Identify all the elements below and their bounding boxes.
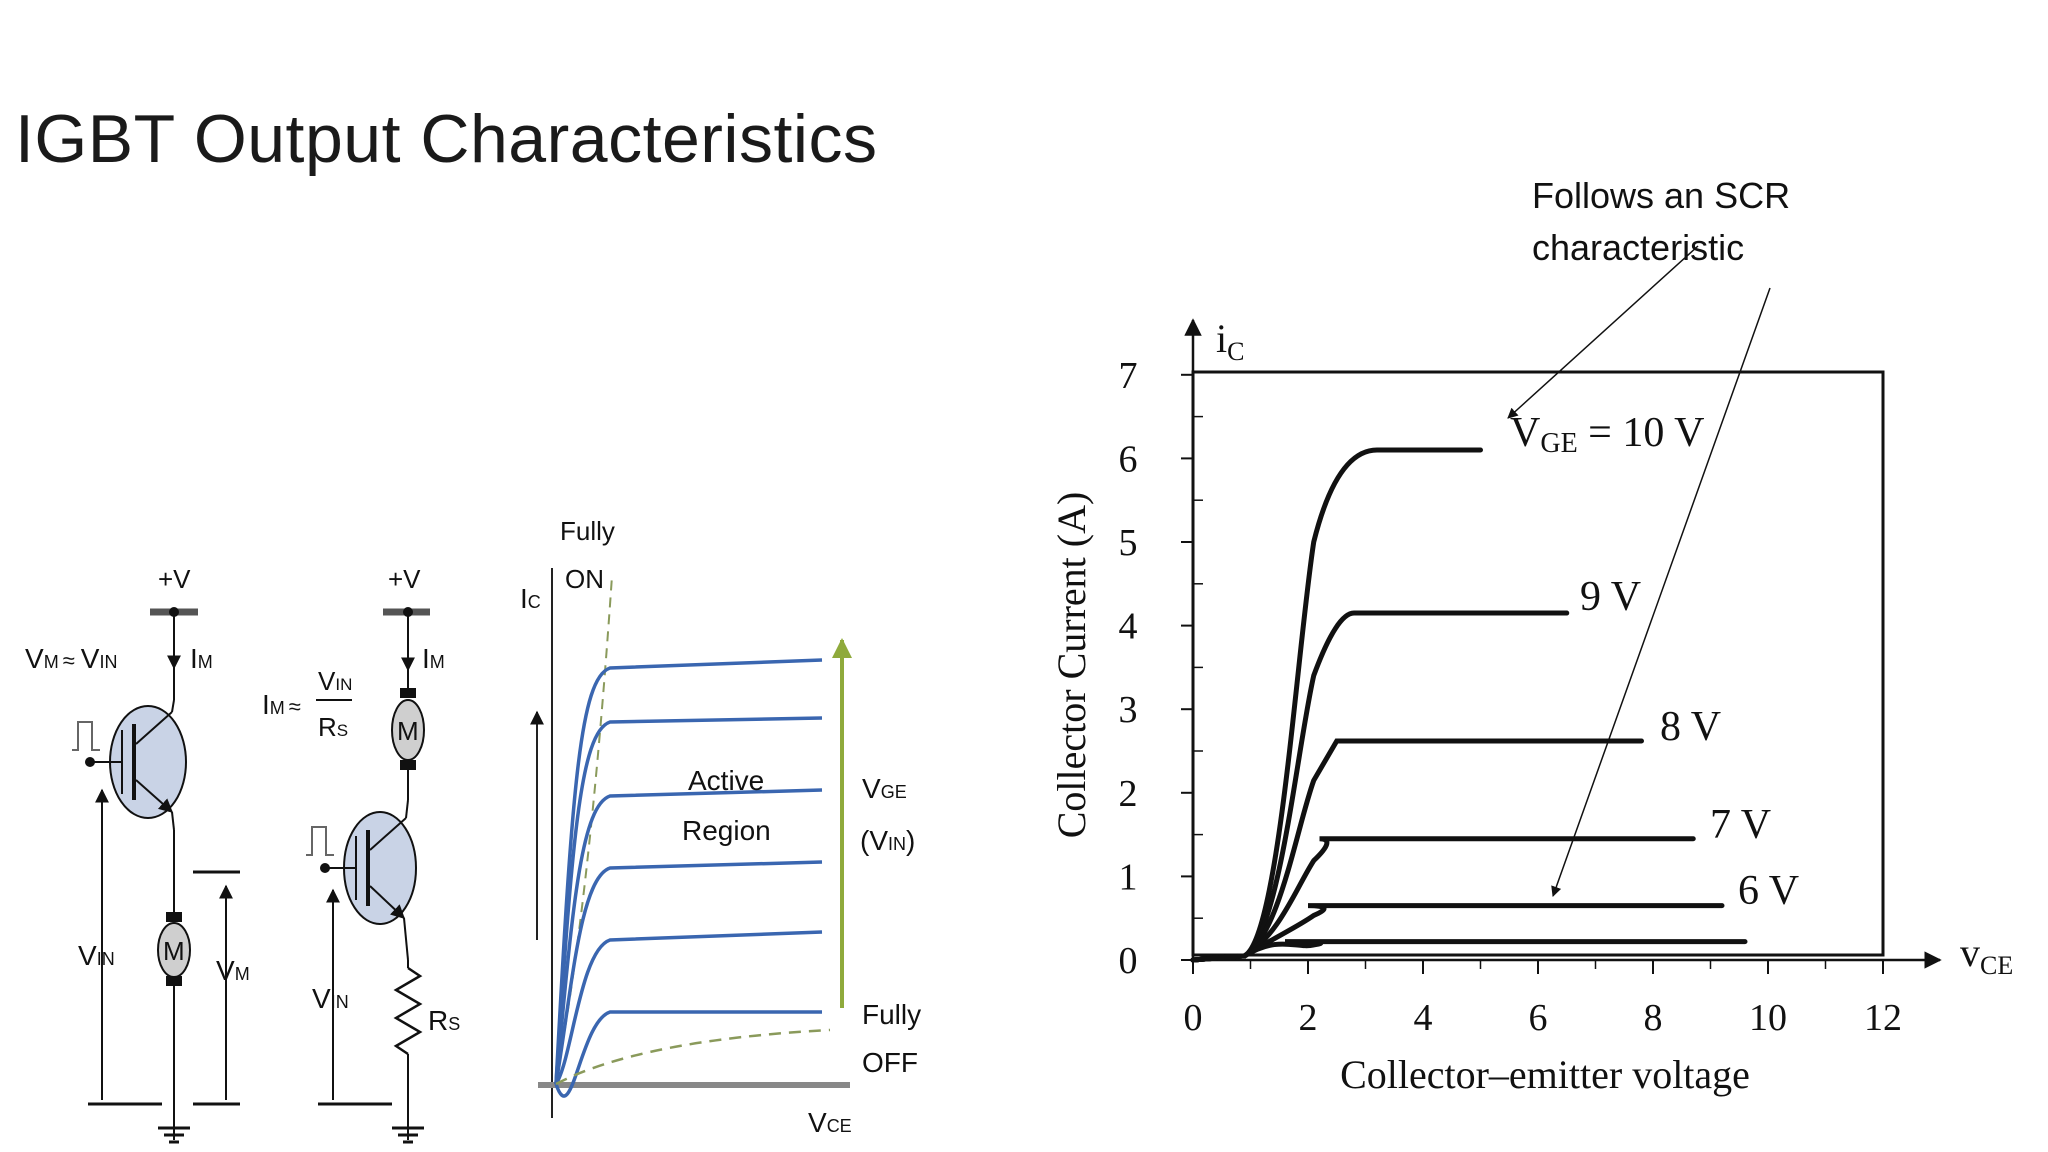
main-y-tick-label: 6 bbox=[1119, 438, 1138, 480]
main-x-tick-label: 8 bbox=[1644, 997, 1663, 1039]
main-curve-labels: VGE = 10 V 9 V 8 V 7 V 6 V bbox=[1510, 410, 1799, 914]
main-xlabel: Collector–emitter voltage bbox=[1340, 1052, 1750, 1097]
small-vin-label: (VIN) bbox=[860, 825, 915, 856]
scr-annotation-line-1: Follows an SCR bbox=[1532, 175, 1791, 216]
scr-annotation: Follows an SCR characteristic bbox=[1532, 170, 1790, 274]
scr-pointer-arrow-1 bbox=[1507, 245, 1699, 419]
main-curve-3 bbox=[1190, 836, 1696, 963]
small-active-region-1: Active bbox=[688, 765, 764, 796]
main-x-tick-label: 0 bbox=[1184, 997, 1203, 1039]
small-curve-0 bbox=[554, 658, 823, 1085]
c1-collector-leg bbox=[135, 711, 173, 745]
small-fully-on-2: ON bbox=[565, 564, 604, 594]
c1-motor-label: M bbox=[163, 936, 185, 966]
c2-resistor bbox=[393, 966, 423, 1056]
scr-pointer-arrow-2 bbox=[1551, 287, 1771, 897]
c2-vin-label: VIN bbox=[312, 983, 349, 1014]
scr-annotation-line-2: characteristic bbox=[1532, 227, 1745, 268]
small-fully-on-1: Fully bbox=[560, 516, 615, 546]
c2-frac-den: RS bbox=[318, 712, 348, 742]
main-curve-5 bbox=[1190, 939, 1748, 963]
small-ic-vce-chart: IC VCE Fully ON Active Region VGE (VIN) … bbox=[520, 516, 921, 1138]
main-x-tick-label: 6 bbox=[1529, 997, 1548, 1039]
main-curve-label-2: 8 V bbox=[1660, 704, 1721, 750]
c1-vm-label: VM bbox=[216, 955, 250, 986]
main-curve-label-4: 6 V bbox=[1738, 868, 1799, 914]
c2-current-label: IM bbox=[422, 643, 445, 674]
small-curve-5 bbox=[554, 1010, 822, 1098]
small-curve-3 bbox=[554, 860, 823, 1085]
main-ylabel: Collector Current (A) bbox=[1049, 492, 1094, 839]
main-y-tick-label: 1 bbox=[1119, 856, 1138, 898]
small-curve-2 bbox=[554, 788, 823, 1085]
main-x-tick-label: 10 bbox=[1749, 997, 1787, 1039]
main-x-tick-label: 4 bbox=[1414, 997, 1433, 1039]
c1-vin-label: VIN bbox=[78, 940, 115, 971]
circuit-1: +V IM VM ≈ VIN VIN M VM bbox=[25, 564, 250, 1144]
small-fully-off-2: OFF bbox=[862, 1047, 918, 1078]
c1-supply-label: +V bbox=[158, 564, 191, 594]
small-curves bbox=[554, 658, 823, 1098]
small-ylabel: IC bbox=[520, 583, 541, 614]
main-y-tick-label: 5 bbox=[1119, 522, 1138, 564]
small-fully-off-1: Fully bbox=[862, 999, 921, 1030]
c1-current-label: IM bbox=[190, 643, 213, 674]
small-curve-4 bbox=[554, 930, 823, 1085]
main-x-tick-label: 2 bbox=[1299, 997, 1318, 1039]
c2-supply-label: +V bbox=[388, 564, 421, 594]
small-curve-1 bbox=[554, 716, 823, 1085]
c1-emitter-leg bbox=[135, 779, 174, 813]
small-fully-off-boundary bbox=[555, 1028, 831, 1086]
circuit-2: +V IM IM ≈ VIN RS M VIN RS bbox=[262, 564, 460, 1144]
main-x-tick-label: 12 bbox=[1864, 997, 1902, 1039]
c2-im-relation: IM ≈ bbox=[262, 689, 301, 720]
main-y-tick-label: 2 bbox=[1119, 773, 1138, 815]
c2-pulse-icon bbox=[306, 826, 334, 856]
main-curve-1 bbox=[1190, 610, 1570, 963]
small-xlabel: VCE bbox=[808, 1107, 852, 1138]
main-curve-label-0: VGE = 10 V bbox=[1510, 410, 1704, 459]
main-y-axis-name: iC bbox=[1216, 316, 1244, 366]
main-y-tick-label: 3 bbox=[1119, 689, 1138, 731]
main-curve-2 bbox=[1190, 738, 1644, 963]
main-curve-0 bbox=[1190, 447, 1483, 963]
main-y-tick-label: 0 bbox=[1119, 940, 1138, 982]
main-x-axis-name: vCE bbox=[1960, 930, 2013, 980]
c2-frac-num: VIN bbox=[318, 666, 352, 696]
c1-pulse-icon bbox=[72, 721, 100, 751]
slide-title: IGBT Output Characteristics bbox=[15, 101, 878, 177]
main-y-tick-label: 4 bbox=[1119, 606, 1138, 648]
main-curves bbox=[1190, 447, 1748, 963]
small-vge-label: VGE bbox=[862, 773, 907, 804]
main-curve-label-1: 9 V bbox=[1580, 574, 1641, 620]
small-active-region-2: Region bbox=[682, 815, 771, 846]
c2-res-label: RS bbox=[428, 1005, 460, 1036]
c1-vm-relation: VM ≈ VIN bbox=[25, 643, 117, 674]
c2-motor-label: M bbox=[397, 716, 419, 746]
main-curve-label-3: 7 V bbox=[1710, 802, 1771, 848]
main-y-tick-label: 7 bbox=[1119, 355, 1138, 397]
